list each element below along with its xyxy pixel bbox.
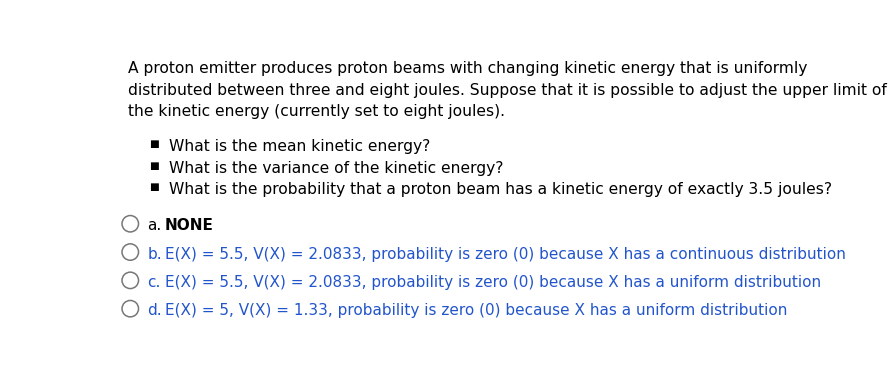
Text: E(X) = 5.5, V(X) = 2.0833, probability is zero (0) because X has a continuous di: E(X) = 5.5, V(X) = 2.0833, probability i… — [164, 247, 845, 262]
Text: What is the mean kinetic energy?: What is the mean kinetic energy? — [170, 139, 431, 154]
Text: the kinetic energy (currently set to eight joules).: the kinetic energy (currently set to eig… — [128, 104, 505, 119]
Text: NONE: NONE — [164, 218, 213, 233]
Text: A proton emitter produces proton beams with changing kinetic energy that is unif: A proton emitter produces proton beams w… — [128, 61, 807, 76]
Text: d.: d. — [147, 303, 163, 318]
Text: ■: ■ — [149, 182, 159, 192]
Text: b.: b. — [147, 247, 163, 262]
Text: ■: ■ — [149, 161, 159, 171]
Text: E(X) = 5, V(X) = 1.33, probability is zero (0) because X has a uniform distribut: E(X) = 5, V(X) = 1.33, probability is ze… — [164, 303, 787, 318]
Text: c.: c. — [147, 275, 161, 290]
Text: distributed between three and eight joules. Suppose that it is possible to adjus: distributed between three and eight joul… — [128, 83, 887, 98]
Text: ■: ■ — [149, 139, 159, 149]
Text: What is the probability that a proton beam has a kinetic energy of exactly 3.5 j: What is the probability that a proton be… — [170, 182, 833, 197]
Text: E(X) = 5.5, V(X) = 2.0833, probability is zero (0) because X has a uniform distr: E(X) = 5.5, V(X) = 2.0833, probability i… — [164, 275, 821, 290]
Text: What is the variance of the kinetic energy?: What is the variance of the kinetic ener… — [170, 161, 504, 176]
Text: a.: a. — [147, 218, 162, 233]
